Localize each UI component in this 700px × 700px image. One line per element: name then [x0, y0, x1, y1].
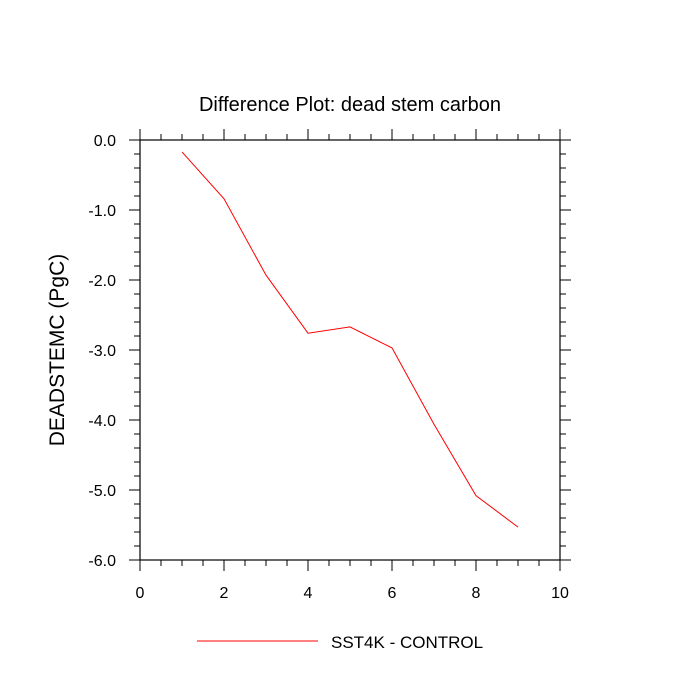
legend: SST4K - CONTROL: [197, 633, 483, 652]
x-tick-label: 8: [472, 585, 481, 602]
y-tick-label: -2.0: [88, 273, 116, 290]
axis-ticks: [129, 129, 571, 571]
y-tick-label: -6.0: [88, 553, 116, 570]
x-tick-label: 0: [136, 585, 145, 602]
plot-frame: [139, 139, 561, 561]
chart-title: Difference Plot: dead stem carbon: [199, 94, 501, 116]
legend-label: SST4K - CONTROL: [331, 633, 483, 652]
y-tick-label: -3.0: [88, 343, 116, 360]
y-tick-label: -4.0: [88, 413, 116, 430]
y-tick-label: 0.0: [94, 133, 116, 150]
y-tick-label: -5.0: [88, 483, 116, 500]
series-lines: [181, 151, 519, 528]
y-axis-label: DEADSTEMC (PgC): [46, 254, 69, 447]
x-tick-label: 10: [551, 585, 569, 602]
tick-labels: 0 2 4 6 8 10 0.0 -1.0 -2.0 -3.0 -4.0 -5.0 -6.0: [88, 133, 569, 602]
series-line: [181, 151, 519, 528]
x-tick-label: 6: [388, 585, 397, 602]
y-tick-label: -1.0: [88, 203, 116, 220]
x-tick-label: 2: [220, 585, 229, 602]
x-tick-label: 4: [304, 585, 313, 602]
